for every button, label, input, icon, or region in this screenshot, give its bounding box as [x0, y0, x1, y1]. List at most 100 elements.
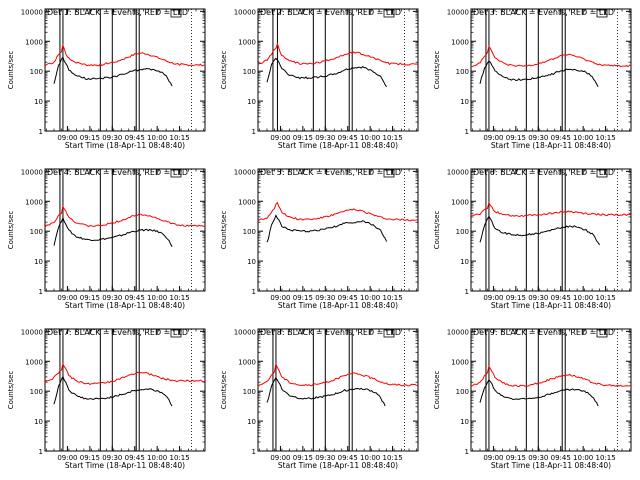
- y-tick-label: 100: [456, 68, 469, 76]
- x-axis-label: Start Time (18-Apr-11 08:48:40): [65, 461, 185, 470]
- y-tick-label: 10000: [21, 8, 43, 16]
- x-tick-label: 09:30: [102, 454, 122, 462]
- x-axis-label: Start Time (18-Apr-11 08:48:40): [491, 141, 611, 150]
- series-line-lld: [470, 201, 632, 218]
- x-tick-label: 09:00: [270, 294, 290, 302]
- x-tick-label: 09:00: [483, 454, 503, 462]
- x-tick-label: 10:15: [382, 294, 402, 302]
- x-tick-label: 10:00: [573, 454, 593, 462]
- y-tick-label: 10: [460, 98, 469, 106]
- x-tick-label: 09:15: [80, 294, 100, 302]
- plot-frame: [44, 168, 206, 292]
- y-tick-label: 10000: [234, 168, 256, 176]
- chart-panel-5: Det 5: BLACK = Events, RED = LLD 1 10 100 10…: [220, 168, 419, 310]
- x-tick-label: 09:45: [338, 294, 358, 302]
- plot-frame: [257, 168, 419, 292]
- x-axis-label: Start Time (18-Apr-11 08:48:40): [278, 461, 398, 470]
- plot-frame: [470, 8, 632, 132]
- chart-title: Det 5: BLACK = Events, RED = LLD: [260, 168, 401, 177]
- x-axis-label: Start Time (18-Apr-11 08:48:40): [278, 301, 398, 310]
- x-tick-label: 09:15: [293, 454, 313, 462]
- plot-frame: [257, 8, 419, 132]
- x-tick-label: 09:45: [551, 134, 571, 142]
- plot-frame: [470, 168, 632, 292]
- x-axis-label: Start Time (18-Apr-11 08:48:40): [65, 301, 185, 310]
- y-tick-label: 100: [456, 228, 469, 236]
- x-tick-label: 09:15: [80, 454, 100, 462]
- x-tick-label: 10:15: [382, 134, 402, 142]
- x-tick-label: 10:15: [595, 454, 615, 462]
- series-line-lld: [257, 362, 419, 388]
- y-axis-label: Counts/sec: [220, 211, 228, 250]
- x-tick-label: 10:15: [595, 294, 615, 302]
- x-tick-label: 09:30: [102, 294, 122, 302]
- chart-title: Det 8: BLACK = Events, RED = LLD: [260, 328, 401, 337]
- chart-panel-1: Det 1: BLACK = Events, RED = LLD 1 10 100 10…: [7, 8, 206, 150]
- y-tick-label: 100: [30, 388, 43, 396]
- plot-frame: [44, 8, 206, 132]
- x-tick-label: 10:00: [360, 454, 380, 462]
- x-tick-label: 09:30: [102, 134, 122, 142]
- y-tick-label: 1000: [451, 198, 469, 206]
- y-axis-label: Counts/sec: [433, 51, 441, 90]
- x-tick-label: 09:00: [483, 134, 503, 142]
- x-tick-label: 09:30: [315, 454, 335, 462]
- legend-box: [596, 169, 608, 178]
- chart-panel-3: Det 3: BLACK = Events, RED = LLD 1 10 100 10…: [433, 8, 632, 150]
- x-tick-label: 09:45: [551, 454, 571, 462]
- legend-box: [383, 329, 395, 338]
- y-tick-label: 1: [252, 288, 256, 296]
- series-line-events: [53, 375, 173, 407]
- y-tick-label: 1: [252, 448, 256, 456]
- y-tick-label: 10000: [234, 328, 256, 336]
- chart-title: Det 3: BLACK = Events, RED = LLD: [473, 8, 614, 17]
- plot-frame: [257, 328, 419, 452]
- y-axis-label: Counts/sec: [220, 371, 228, 410]
- series-line-lld: [257, 201, 419, 222]
- y-tick-label: 100: [30, 228, 43, 236]
- series-line-events: [479, 379, 599, 407]
- x-axis-label: Start Time (18-Apr-11 08:48:40): [65, 141, 185, 150]
- y-tick-label: 1: [39, 288, 43, 296]
- x-tick-label: 10:00: [573, 134, 593, 142]
- chart-title: Det 2: BLACK = Events, RED = LLD: [260, 8, 401, 17]
- legend-box: [596, 329, 608, 338]
- x-tick-label: 09:00: [57, 294, 77, 302]
- x-tick-label: 09:15: [80, 134, 100, 142]
- x-tick-label: 10:15: [382, 454, 402, 462]
- x-tick-label: 09:45: [338, 134, 358, 142]
- series-line-lld: [44, 362, 206, 385]
- chart-title: Det 1: BLACK = Events, RED = LLD: [47, 8, 188, 17]
- chart-panel-8: Det 8: BLACK = Events, RED = LLD 1 10 100 10…: [220, 328, 419, 470]
- chart-title: Det 4: BLACK = Events, RED = LLD: [47, 168, 188, 177]
- y-tick-label: 100: [243, 68, 256, 76]
- chart-panel-7: Det 7: BLACK = Events, RED = LLD 1 10 100 10…: [7, 328, 206, 470]
- x-tick-label: 10:00: [147, 454, 167, 462]
- y-tick-label: 1: [465, 288, 469, 296]
- series-line-events: [479, 60, 599, 88]
- x-tick-label: 09:00: [270, 134, 290, 142]
- plot-frame: [470, 328, 632, 452]
- y-tick-label: 1: [465, 448, 469, 456]
- y-tick-label: 10000: [447, 328, 469, 336]
- y-tick-label: 1000: [238, 38, 256, 46]
- x-tick-label: 10:15: [169, 134, 189, 142]
- chart-panel-6: Det 6: BLACK = Events, RED = LLD 1 10 100 10…: [433, 168, 632, 310]
- y-tick-label: 10: [247, 98, 256, 106]
- x-tick-label: 09:00: [57, 134, 77, 142]
- x-tick-label: 09:15: [506, 454, 526, 462]
- x-tick-label: 09:15: [506, 134, 526, 142]
- y-axis-label: Counts/sec: [7, 371, 15, 410]
- y-tick-label: 100: [243, 228, 256, 236]
- x-tick-label: 09:45: [125, 294, 145, 302]
- series-line-events: [479, 215, 601, 246]
- legend-box: [170, 9, 182, 18]
- y-tick-label: 100: [456, 388, 469, 396]
- plot-frame: [44, 328, 206, 452]
- x-tick-label: 09:15: [293, 294, 313, 302]
- x-tick-label: 10:15: [169, 294, 189, 302]
- y-tick-label: 10000: [447, 8, 469, 16]
- y-tick-label: 1000: [238, 198, 256, 206]
- x-tick-label: 10:00: [360, 134, 380, 142]
